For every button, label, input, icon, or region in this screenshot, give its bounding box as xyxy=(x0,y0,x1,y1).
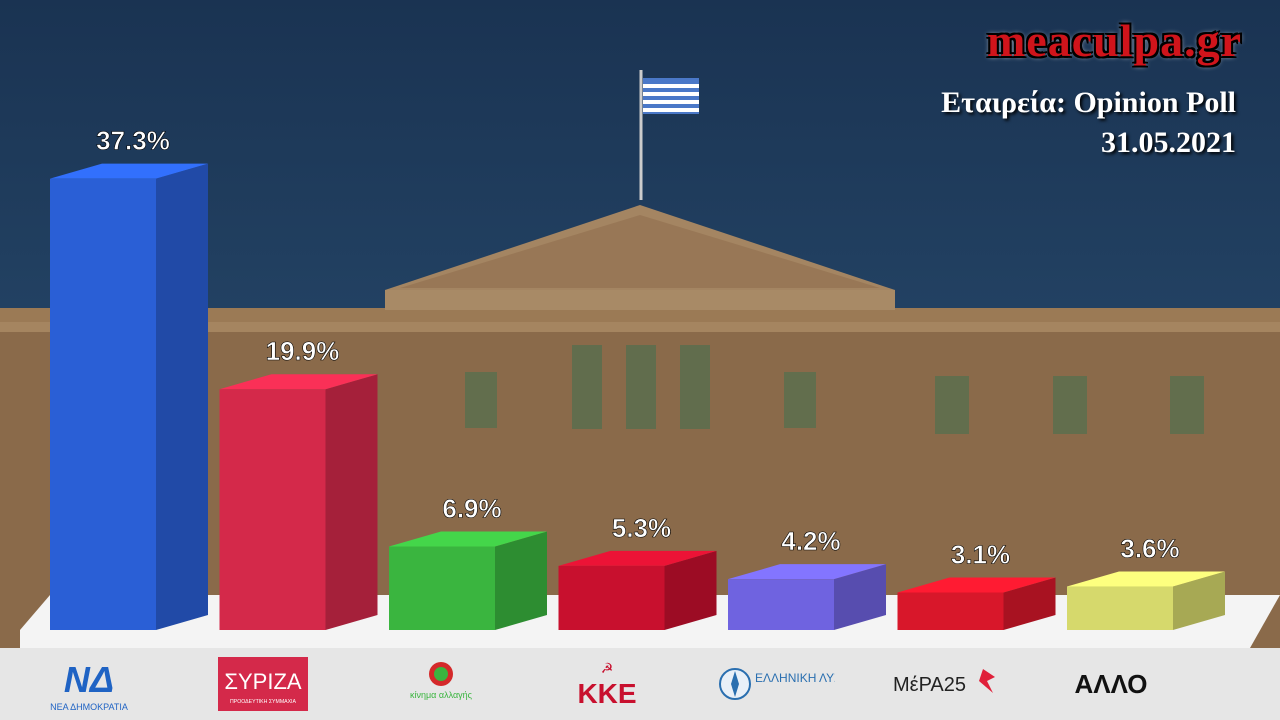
bar-2 xyxy=(219,374,378,630)
bar-5 xyxy=(728,564,886,630)
bar-side xyxy=(156,163,208,631)
mera25-logo-icon: ΜέΡΑ25 xyxy=(893,669,995,696)
bar-side xyxy=(325,374,378,630)
bar-side xyxy=(1173,571,1225,630)
nd-logo-text: ΝΔ xyxy=(64,659,114,700)
bar-value-label: 5.3% xyxy=(612,513,671,543)
bar-value-label: 4.2% xyxy=(781,526,840,556)
logo-elliniki-lysi: ΕΛΛΗΝΙΚΗ ΛΥΣΗ xyxy=(690,648,860,720)
logo-kinal: κίνημα αλλαγής xyxy=(356,648,526,720)
bar-front xyxy=(219,389,326,630)
syriza-logo-caption: ΠΡΟΟΔΕΥΤΙΚΗ ΣΥΜΜΑΧΙΑ xyxy=(230,699,296,705)
logo-nd: ΝΔ ΝΕΑ ΔΗΜΟΚΡΑΤΙΑ xyxy=(4,648,174,720)
bar-top xyxy=(728,564,886,580)
elliniki-lysi-logo-icon: ΕΛΛΗΝΙΚΗ ΛΥΣΗ xyxy=(719,668,835,700)
bar-front xyxy=(1067,586,1173,630)
bar-side xyxy=(834,564,886,630)
bar-value-label: 19.9% xyxy=(266,336,340,366)
bar-3 xyxy=(389,531,547,630)
hammer-sickle-icon: ☭ xyxy=(601,660,614,676)
bar-7 xyxy=(1067,571,1225,630)
kke-logo-icon: ☭ ΚΚΕ xyxy=(577,660,636,709)
mera25-logo-text: ΜέΡΑ25 xyxy=(893,674,966,696)
bar-top xyxy=(1067,571,1225,587)
bar-side xyxy=(495,531,547,630)
bar-1 xyxy=(50,163,208,631)
logo-mera25: ΜέΡΑ25 xyxy=(858,648,1028,720)
bar-top xyxy=(558,550,717,566)
bar-front xyxy=(728,579,834,630)
bar-side xyxy=(664,550,717,630)
bar-top xyxy=(389,531,547,547)
syriza-logo-text: ΣΥΡΙΖΑ xyxy=(224,669,301,694)
bar-value-label: 37.3% xyxy=(96,126,170,156)
elliniki-lysi-logo-text: ΕΛΛΗΝΙΚΗ ΛΥΣΗ xyxy=(755,671,835,685)
bar-front xyxy=(558,565,665,630)
bar-value-label: 6.9% xyxy=(442,494,501,524)
logo-allo: ΑΛΛΟ xyxy=(1026,648,1196,720)
party-logo-strip: ΝΔ ΝΕΑ ΔΗΜΟΚΡΑΤΙΑ ΣΥΡΙΖΑ ΠΡΟΟΔΕΥΤΙΚΗ ΣΥΜ… xyxy=(0,648,1280,720)
logo-syriza: ΣΥΡΙΖΑ ΠΡΟΟΔΕΥΤΙΚΗ ΣΥΜΜΑΧΙΑ xyxy=(178,648,348,720)
site-logo[interactable]: meaculpa.gr xyxy=(986,15,1242,66)
kke-logo-text: ΚΚΕ xyxy=(577,678,636,709)
poll-date: 31.05.2021 xyxy=(1101,126,1236,159)
syriza-logo-icon: ΣΥΡΙΖΑ ΠΡΟΟΔΕΥΤΙΚΗ ΣΥΜΜΑΧΙΑ xyxy=(218,657,308,711)
bar-4 xyxy=(558,550,717,630)
nd-logo-caption: ΝΕΑ ΔΗΜΟΚΡΑΤΙΑ xyxy=(50,702,128,712)
bar-front xyxy=(389,546,495,630)
bar-front xyxy=(50,178,156,631)
nd-logo-icon: ΝΔ ΝΕΑ ΔΗΜΟΚΡΑΤΙΑ xyxy=(50,659,128,712)
allo-logo-text: ΑΛΛΟ xyxy=(1074,668,1148,699)
bar-6 xyxy=(897,577,1056,630)
logo-kke: ☭ ΚΚΕ xyxy=(522,648,692,720)
bar-top xyxy=(219,374,378,390)
bar-front xyxy=(897,592,1004,630)
bar-top xyxy=(50,163,208,179)
kinal-logo-icon: κίνημα αλλαγής xyxy=(410,662,473,700)
bar-value-label: 3.1% xyxy=(951,539,1010,569)
kinal-logo-caption: κίνημα αλλαγής xyxy=(410,690,473,700)
poll-company: Εταιρεία: Opinion Poll xyxy=(941,86,1236,119)
bar-value-label: 3.6% xyxy=(1120,533,1179,563)
bar-side xyxy=(1003,577,1056,630)
bar-top xyxy=(897,577,1056,593)
